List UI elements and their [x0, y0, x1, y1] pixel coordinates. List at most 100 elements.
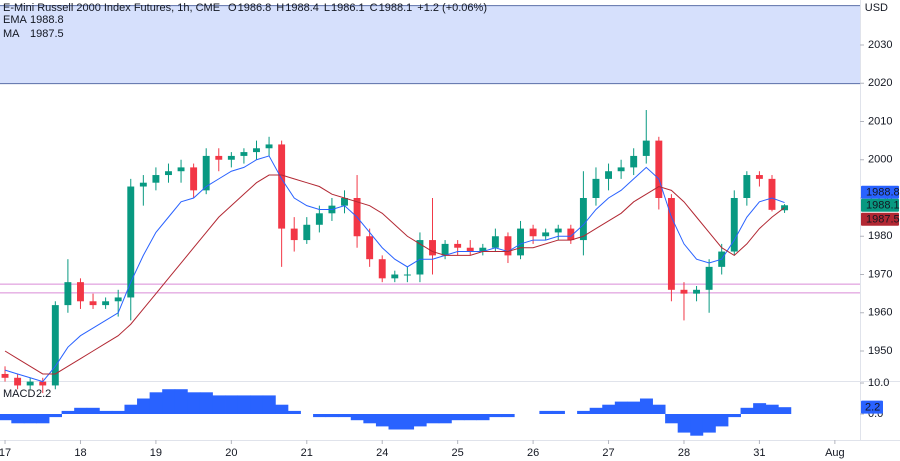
price-tag — [861, 212, 899, 226]
macd-area — [250, 395, 264, 415]
legend-name: MA — [3, 28, 20, 40]
macd-area — [375, 414, 389, 427]
macd-area — [589, 407, 603, 415]
macd-area — [501, 414, 515, 418]
macd-area — [627, 401, 641, 415]
x-tick-label: 20 — [225, 447, 237, 459]
candle-body — [290, 228, 298, 241]
macd-area — [237, 395, 251, 415]
macd-area — [614, 401, 628, 415]
candle-body — [366, 236, 374, 260]
macd-area — [212, 395, 226, 415]
candle-body — [215, 155, 223, 160]
x-tick-label: 27 — [602, 447, 614, 459]
candle-body — [705, 266, 713, 290]
ohlc-label: H — [276, 2, 284, 14]
candle-body — [605, 171, 612, 179]
macd-area — [413, 414, 427, 427]
candle-body — [253, 148, 260, 153]
candle-body — [554, 228, 562, 233]
ohlc-value: 1988.1 — [379, 2, 413, 14]
macd-area — [702, 414, 716, 433]
legend-value: 2.2 — [36, 388, 51, 400]
macd-area — [325, 414, 339, 418]
x-tick-label: 21 — [301, 447, 313, 459]
candle-body — [190, 167, 198, 191]
macd-area — [174, 389, 188, 415]
macd-area — [727, 414, 741, 418]
macd-area — [36, 414, 50, 424]
macd-area — [451, 414, 465, 421]
candle-body — [227, 155, 235, 160]
macd-area — [489, 414, 503, 418]
macd-area — [49, 414, 63, 418]
candle-body — [403, 274, 411, 276]
price-tag-label: 1987.5 — [866, 214, 900, 226]
shaded-zone — [0, 5, 860, 84]
candle-body — [77, 282, 84, 302]
y-tick-label: 1970 — [868, 268, 892, 280]
macd-area — [476, 414, 490, 421]
macd-area — [652, 404, 666, 415]
candle-body — [26, 381, 34, 386]
macd-area — [313, 414, 327, 418]
price-change: +1.2 (+0.06%) — [417, 2, 487, 14]
ohlc-value: 1988.4 — [285, 2, 319, 14]
macd-area — [765, 404, 779, 415]
macd-area — [463, 414, 477, 421]
x-tick-label: 31 — [753, 447, 765, 459]
macd-area — [162, 389, 176, 415]
macd-area — [551, 410, 565, 415]
candle-body — [416, 240, 424, 275]
macd-area — [715, 414, 729, 427]
candle-body — [680, 289, 688, 294]
price-tag — [861, 198, 899, 212]
macd-area — [401, 414, 415, 430]
price-tag-label: 1988.8 — [866, 187, 900, 199]
candle-body — [517, 228, 524, 256]
y-tick-label: 2010 — [868, 115, 892, 127]
candle-body — [114, 297, 122, 302]
candle-body — [579, 197, 587, 241]
macd-area — [262, 395, 276, 415]
macd-area — [86, 407, 100, 415]
candle-body — [391, 274, 399, 279]
candle-body — [730, 197, 738, 252]
y-tick-label: 2000 — [868, 154, 892, 166]
macd-area — [350, 414, 364, 421]
candle-body — [504, 236, 512, 256]
macd-area — [225, 395, 239, 415]
macd-area — [778, 407, 792, 415]
ohlc-label: L — [324, 2, 330, 14]
macd-area — [199, 392, 213, 415]
chart-title: E-Mini Russell 2000 Index Futures, 1h, C… — [3, 2, 220, 14]
macd-area — [111, 410, 125, 415]
indicator-line — [4, 155, 785, 383]
candle-body — [139, 182, 147, 187]
y-tick-label: 1950 — [868, 345, 892, 357]
ohlc-label: C — [370, 2, 378, 14]
candle-body — [441, 243, 449, 256]
x-tick-label: 24 — [376, 447, 388, 459]
macd-area — [426, 414, 440, 424]
macd-area — [602, 404, 616, 415]
candle-body — [240, 152, 248, 156]
macd-area — [149, 392, 163, 415]
macd-area — [137, 398, 151, 415]
candle-body — [14, 377, 22, 386]
y-tick-label: 2020 — [868, 77, 892, 89]
x-tick-label: 19 — [150, 447, 162, 459]
candle-body — [743, 175, 751, 198]
macd-area — [74, 407, 88, 415]
macd-area — [124, 404, 138, 415]
candle-body — [567, 228, 575, 241]
x-tick-label: 18 — [74, 447, 86, 459]
candle-body — [165, 171, 172, 176]
y-tick-label: 10.0 — [868, 377, 889, 389]
macd-area — [753, 403, 767, 415]
candle-body — [755, 175, 763, 179]
y-tick-label: 2030 — [868, 39, 892, 51]
price-tag-label: 1988.1 — [866, 200, 900, 212]
macd-area — [639, 398, 653, 415]
